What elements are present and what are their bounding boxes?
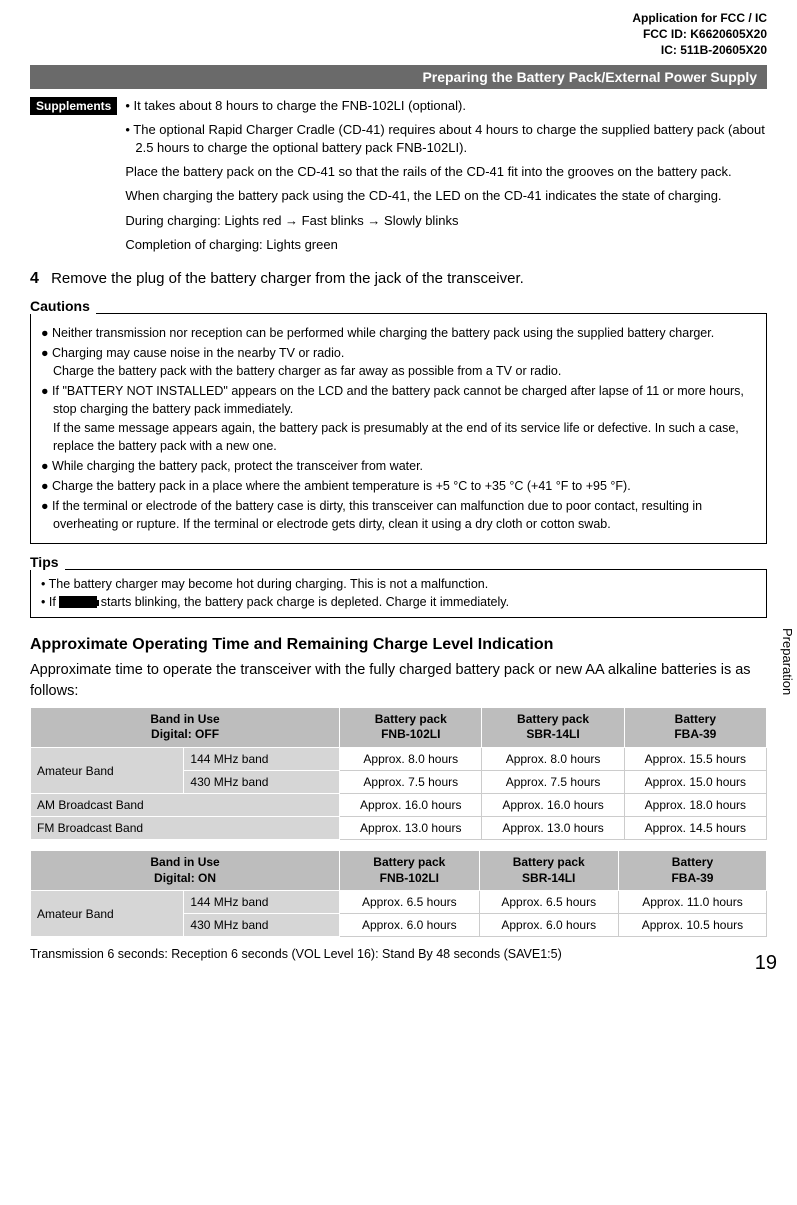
table-row: AM Broadcast Band Approx. 16.0 hours App… [31, 794, 767, 817]
operating-table-on: Band in UseDigital: ON Battery packFNB-1… [30, 850, 767, 937]
step-text: Remove the plug of the battery charger f… [51, 270, 524, 287]
table-row: FM Broadcast Band Approx. 13.0 hours App… [31, 817, 767, 840]
supp-p1: Place the battery pack on the CD-41 so t… [125, 163, 767, 181]
tip-2: • If starts blinking, the battery pack c… [41, 594, 756, 612]
thB-1: Band in UseDigital: ON [31, 851, 340, 891]
thB-4: BatteryFBA-39 [618, 851, 766, 891]
battery-icon [59, 596, 97, 608]
step-4: 4 Remove the plug of the battery charger… [30, 270, 767, 288]
table-row: Amateur Band 144 MHz band Approx. 6.5 ho… [31, 891, 767, 914]
tips-section: Tips • The battery charger may become ho… [30, 554, 767, 618]
tips-label: Tips [30, 554, 65, 570]
intro-text: Approximate time to operate the transcei… [30, 660, 767, 701]
caution-4: ● Charge the battery pack in a place whe… [41, 477, 756, 495]
supp-b1: • It takes about 8 hours to charge the F… [125, 97, 767, 115]
thA-1: Band in UseDigital: OFF [31, 707, 340, 747]
supplements-block: Supplements • It takes about 8 hours to … [30, 97, 767, 260]
operating-table-off: Band in UseDigital: OFF Battery packFNB-… [30, 707, 767, 840]
caution-3: ● While charging the battery pack, prote… [41, 457, 756, 475]
supp-p2: When charging the battery pack using the… [125, 187, 767, 205]
thB-3: Battery packSBR-14LI [479, 851, 618, 891]
header-line1: Application for FCC / IC [30, 10, 767, 26]
header-line2: FCC ID: K6620605X20 [30, 26, 767, 42]
tip-1: • The battery charger may become hot dur… [41, 576, 756, 594]
caution-2: ● If "BATTERY NOT INSTALLED" appears on … [41, 382, 756, 455]
supplements-label: Supplements [30, 97, 117, 115]
side-tab: Preparation [778, 620, 797, 703]
caution-1: ● Charging may cause noise in the nearby… [41, 344, 756, 380]
thA-4: BatteryFBA-39 [624, 707, 766, 747]
title-bar: Preparing the Battery Pack/External Powe… [30, 65, 767, 89]
caution-0: ● Neither transmission nor reception can… [41, 324, 756, 342]
cautions-label: Cautions [30, 298, 96, 314]
header-line3: IC: 511B-20605X20 [30, 42, 767, 58]
supplements-body: • It takes about 8 hours to charge the F… [125, 97, 767, 260]
table-row: Amateur Band 144 MHz band Approx. 8.0 ho… [31, 748, 767, 771]
thA-3: Battery packSBR-14LI [482, 707, 624, 747]
thA-2: Battery packFNB-102LI [340, 707, 482, 747]
footnote: Transmission 6 seconds: Reception 6 seco… [30, 947, 767, 961]
cautions-box: ● Neither transmission nor reception can… [30, 313, 767, 544]
header-ids: Application for FCC / IC FCC ID: K662060… [30, 10, 767, 59]
thB-2: Battery packFNB-102LI [340, 851, 479, 891]
cautions-section: Cautions ● Neither transmission nor rece… [30, 298, 767, 544]
supp-p3: During charging: Lights red → Fast blink… [125, 212, 767, 230]
section-heading: Approximate Operating Time and Remaining… [30, 636, 767, 654]
page-number: 19 [755, 952, 777, 975]
step-num: 4 [30, 270, 39, 287]
supp-p4: Completion of charging: Lights green [125, 236, 767, 254]
supp-b2: • The optional Rapid Charger Cradle (CD-… [125, 121, 767, 157]
caution-5: ● If the terminal or electrode of the ba… [41, 497, 756, 533]
tips-box: • The battery charger may become hot dur… [30, 569, 767, 618]
